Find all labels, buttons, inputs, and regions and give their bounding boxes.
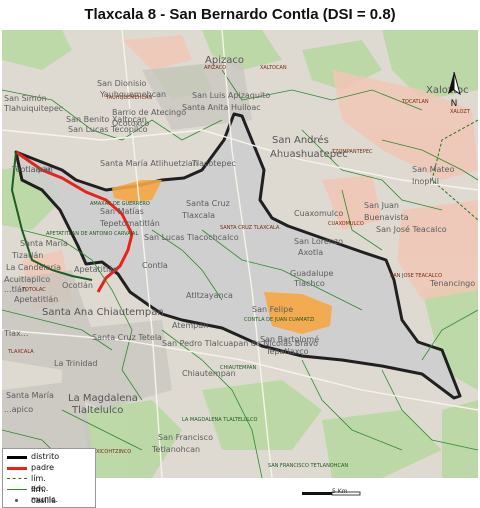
map-title: Tlaxcala 8 - San Bernardo Contla (DSI = …: [84, 6, 396, 23]
label-axotla: Axotla: [298, 248, 324, 257]
mun-la-magdalena: LA MAGDALENA TLALTELULCO: [182, 417, 258, 423]
label-xaloztoc: Xaloztoc: [426, 85, 469, 96]
label-tepetomatitlan: Tepetomatitlán: [100, 219, 160, 228]
label-tlahuiquitepec: Tlahuiquitepec: [4, 104, 64, 113]
urban-areas: [2, 60, 252, 460]
label-san-felipe: San Felipe: [252, 305, 294, 314]
label-ocotlan: Ocotlán: [62, 281, 93, 290]
scale-label: 5 Km: [332, 488, 348, 495]
label-tepatlaxco: Tepatlaxco: [266, 347, 309, 356]
label-san-lucas-tlacochcalco: San Lucas Tlacochcalco: [144, 233, 239, 242]
mun-tlaxcala: TLAXCALA: [8, 349, 34, 355]
roads: [2, 30, 478, 478]
label-tlaltelulco: Tlaltelulco: [72, 405, 124, 416]
north-label: N: [451, 99, 458, 109]
label-tlaxcala-town: Tlaxcala: [182, 211, 216, 220]
highlight-areas: [112, 180, 332, 334]
mun-xaloztoc: XALOZT: [450, 109, 470, 115]
mun-totolac: TOTOLAC: [22, 287, 46, 293]
mun-cuaxomulco: CUAXOMULCO: [328, 221, 364, 227]
mun-san-jose-teacalco: SAN JOSE TEACALCO: [390, 273, 443, 279]
label-tlachco: Tlachco: [294, 279, 325, 288]
green-areas: [2, 30, 478, 478]
legend-swatch-padre: [7, 467, 27, 470]
label-san-luis: San Luis Apizaquito: [192, 91, 271, 100]
mun-tzompantepec: TZOMPANTEPEC: [332, 149, 373, 155]
label-san-mateo: San Mateo: [412, 165, 455, 174]
label-teotlalpan: Teotlalpan: [12, 165, 53, 174]
label-apico-sw: ...apico: [4, 405, 34, 414]
legend-swatch-lim-munic: [7, 489, 27, 490]
mun-apizaco: APIZACO: [204, 65, 227, 71]
label-santa-ana-chiautempan: Santa Ana Chiautempan: [42, 307, 164, 318]
label-ahuashuatepec: Ahuashuatepec: [270, 149, 348, 160]
district-area: [14, 112, 462, 400]
label-tizatlan: Tizatlán: [12, 251, 44, 260]
mun-chiautempan: CHIAUTEMPAN: [220, 365, 257, 371]
label-san-lucas-tecopilco: San Lucas Tecopilco: [68, 125, 148, 134]
municipal-boundaries: [2, 69, 478, 478]
label-chiautempan-small: Chiautempan: [182, 369, 236, 378]
label-san-francisco: San Francisco: [158, 433, 213, 442]
label-san-jose-teacalco: San José Teacalco: [376, 225, 447, 234]
label-san-benito: San Benito Xaltocan: [66, 115, 147, 124]
neighbor-boundary: [10, 151, 93, 281]
map-canvas[interactable]: [2, 30, 478, 478]
label-apetatitlan: Apetatitlán: [74, 265, 119, 274]
legend-swatch-casilla: [15, 499, 18, 502]
label-atempan: Atempan: [172, 321, 209, 330]
label-ocotoxco: Ocotoxco: [112, 119, 150, 128]
label-tenancingo: Tenancingo: [430, 279, 476, 288]
mun-san-francisco: SAN FRANCISCO TETLANOHCAN: [268, 463, 349, 469]
label-inophil: Inophil: [412, 177, 439, 186]
map-frame[interactable]: Apizaco San Dionisio Yauhquemehcan Barri…: [2, 30, 478, 508]
legend-swatch-distrito: [7, 456, 27, 459]
label-santa-maria-2: Santa María: [20, 239, 68, 248]
label-san-dionisio: San Dionisio: [97, 79, 147, 88]
label-santa-maria-atlihuetzian: Santa María Atlihuetzian: [100, 159, 198, 168]
mun-xaltocan: XALTOCAN: [260, 65, 287, 71]
label-aria-sw: ...aria: [28, 165, 51, 174]
label-tlax-w: Tlax...: [4, 329, 29, 338]
label-barrio-atecingo: Barrio de Atecingo: [112, 108, 187, 117]
mun-santa-cruz-tlaxcala: SANTA CRUZ TLAXCALA: [220, 225, 280, 231]
label-san-pedro-tlalcuapan: San Pedro Tlalcuapan de Nicolás Bravo: [162, 339, 319, 348]
label-la-candelaria: La Candelaria: [6, 263, 61, 272]
map-legend: distrito padre lím. edo. lím. munic. cas…: [2, 448, 96, 508]
label-acuitlapilco: Acuitlapilco: [4, 275, 51, 284]
label-tlan-w: ...tlán: [4, 285, 27, 294]
label-san-matias: San Matías: [100, 207, 144, 216]
label-la-magdalena: La Magdalena: [68, 393, 138, 404]
label-santa-anita: Santa Anita Huiloac: [182, 103, 261, 112]
label-san-bartolome: San Bartolomé: [260, 335, 320, 344]
mun-tocatlan: TOCATLAN: [402, 99, 429, 105]
label-santa-maria: Santa María: [6, 391, 54, 400]
label-contla: Contla: [142, 261, 168, 270]
label-guadalupe: Guadalupe: [290, 269, 334, 278]
label-apetatitlan-w: Apetatitlán: [14, 295, 59, 304]
label-la-trinidad: La Trinidad: [54, 359, 98, 368]
label-san-andres: San Andrés: [272, 135, 329, 146]
state-boundary: [431, 119, 478, 221]
mun-amaxac: AMAXAC DE GUERRERO: [90, 201, 150, 207]
label-apizaco: Apizaco: [205, 55, 244, 66]
label-san-simon: San Simón: [4, 94, 47, 103]
mun-apetatitlan: APETATITLAN DE ANTONIO CARVAJAL: [46, 231, 139, 237]
mun-contla: CONTLA DE JUAN CUAMATZI: [244, 317, 315, 323]
label-santa-cruz-tetela: Santa Cruz Tetela: [92, 333, 162, 342]
label-san-juan: San Juan: [364, 201, 399, 210]
north-arrow-icon: N: [448, 71, 461, 109]
label-cuaxomulco: Cuaxomulco: [294, 209, 344, 218]
label-tlacotepec: Tlacotepec: [192, 159, 236, 168]
label-yauhquemehcan: Yauhquemehcan: [100, 90, 167, 99]
label-atltzayanca: Atltzayanca: [186, 291, 233, 300]
mun-yauhquemehcan: YAUHQUEMEHCAN: [106, 95, 153, 101]
label-buenavista: Buenavista: [364, 213, 409, 222]
label-tetlanohcan: Tetlanohcan: [152, 445, 201, 454]
label-san-lorenzo: San Lorenzo: [294, 237, 344, 246]
label-santa-cruz: Santa Cruz: [186, 199, 230, 208]
mun-xicohtzinco: XICOHTZINCO: [96, 449, 132, 455]
padre-line: [15, 150, 134, 293]
legend-swatch-lim-edo: [7, 478, 27, 479]
